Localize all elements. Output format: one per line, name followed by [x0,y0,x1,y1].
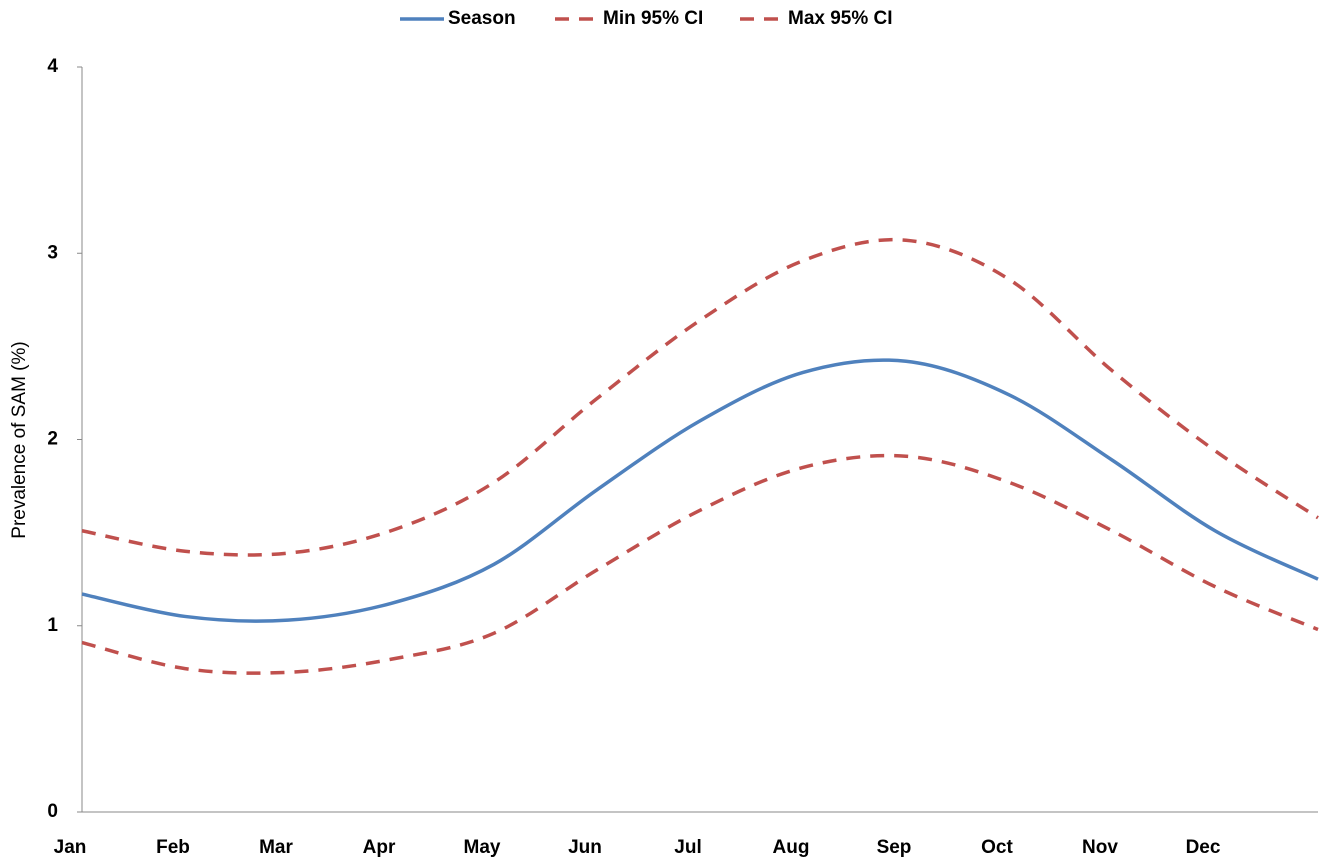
x-tick-label: Mar [259,837,293,858]
series-line [81,237,1319,557]
x-tick-label: Sep [877,837,912,858]
y-tick-label: 4 [47,56,58,77]
series-line [81,453,1319,675]
y-tick-label: 3 [47,242,58,263]
legend-label: Min 95% CI [603,8,703,29]
x-tick-label: May [464,837,501,858]
y-axis-label: Prevalence of SAM (%) [9,341,30,538]
x-tick-label: Jan [54,837,87,858]
y-tick-label: 2 [47,429,58,450]
x-tick-label: Apr [363,837,396,858]
x-tick-label: Oct [981,837,1013,858]
y-tick-label: 0 [47,801,58,822]
x-tick-label: Dec [1186,837,1221,858]
x-tick-label: Aug [773,837,810,858]
x-tick-label: Nov [1082,837,1118,858]
legend-label: Season [448,8,516,29]
x-tick-label: Jun [568,837,602,858]
x-tick-label: Feb [156,837,190,858]
x-tick-label: Jul [674,837,701,858]
y-tick-label: 1 [47,615,58,636]
series-line [81,358,1319,623]
legend-label: Max 95% CI [788,8,893,29]
